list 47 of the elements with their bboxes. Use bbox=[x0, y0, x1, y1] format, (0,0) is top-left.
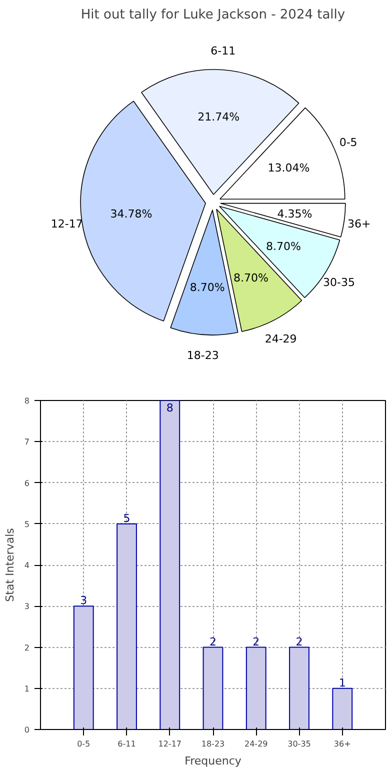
bar bbox=[116, 523, 137, 730]
slice-label: 30-35 bbox=[323, 276, 355, 290]
bar bbox=[202, 646, 224, 730]
y-tick-label: 8 bbox=[24, 396, 30, 406]
y-tick-label: 0 bbox=[24, 726, 30, 734]
x-tick-label: 36+ bbox=[334, 740, 351, 748]
bar bbox=[289, 646, 310, 730]
data-label: 1 bbox=[338, 676, 346, 690]
x-tick-label: 0-5 bbox=[77, 740, 90, 748]
slice-label: 6-11 bbox=[210, 44, 236, 58]
data-label: 8.70% bbox=[233, 272, 268, 285]
bar bbox=[160, 400, 180, 730]
data-label: 21.74% bbox=[198, 110, 240, 124]
data-label: 13.04% bbox=[268, 162, 310, 175]
y-tick-label: 4 bbox=[24, 561, 30, 570]
data-label: 8.70% bbox=[190, 280, 225, 294]
y-axis-title: Stat Intervals bbox=[3, 528, 16, 602]
chart-title: Hit out tally for Luke Jackson - 2024 tally bbox=[80, 8, 346, 22]
slice-label: 36+ bbox=[348, 218, 371, 231]
x-tick-label: 6-11 bbox=[118, 740, 136, 748]
data-label: 5 bbox=[123, 512, 130, 525]
bar bbox=[332, 688, 353, 730]
y-tick-label: 3 bbox=[24, 602, 30, 612]
slice-label: 18-23 bbox=[186, 349, 219, 362]
data-label: 2 bbox=[252, 635, 260, 648]
x-tick-label: 24-29 bbox=[244, 740, 268, 748]
data-label: 2 bbox=[296, 635, 303, 648]
data-label: 2 bbox=[210, 635, 216, 648]
data-label: 4.35% bbox=[277, 207, 312, 220]
data-label: 8 bbox=[166, 402, 174, 414]
x-tick-label: 12-17 bbox=[158, 740, 182, 748]
y-tick-label: 1 bbox=[24, 684, 30, 694]
y-tick-label: 2 bbox=[24, 643, 30, 652]
y-tick-label: 5 bbox=[24, 520, 30, 529]
bar bbox=[246, 646, 266, 730]
x-tick-label: 18-23 bbox=[201, 740, 225, 748]
x-tick-label: 30-35 bbox=[288, 740, 311, 748]
y-tick-label: 6 bbox=[24, 478, 30, 488]
bar bbox=[73, 606, 94, 730]
y-tick-label: 7 bbox=[24, 438, 30, 447]
slice-label: 12-17 bbox=[50, 217, 83, 230]
data-label: 8.70% bbox=[266, 240, 301, 254]
slice-label: 0-5 bbox=[339, 136, 358, 149]
data-label: 34.78% bbox=[110, 207, 152, 220]
data-label: 3 bbox=[80, 594, 88, 608]
x-axis-title: Frequency bbox=[184, 754, 242, 768]
slice-label: 24-29 bbox=[264, 332, 297, 346]
